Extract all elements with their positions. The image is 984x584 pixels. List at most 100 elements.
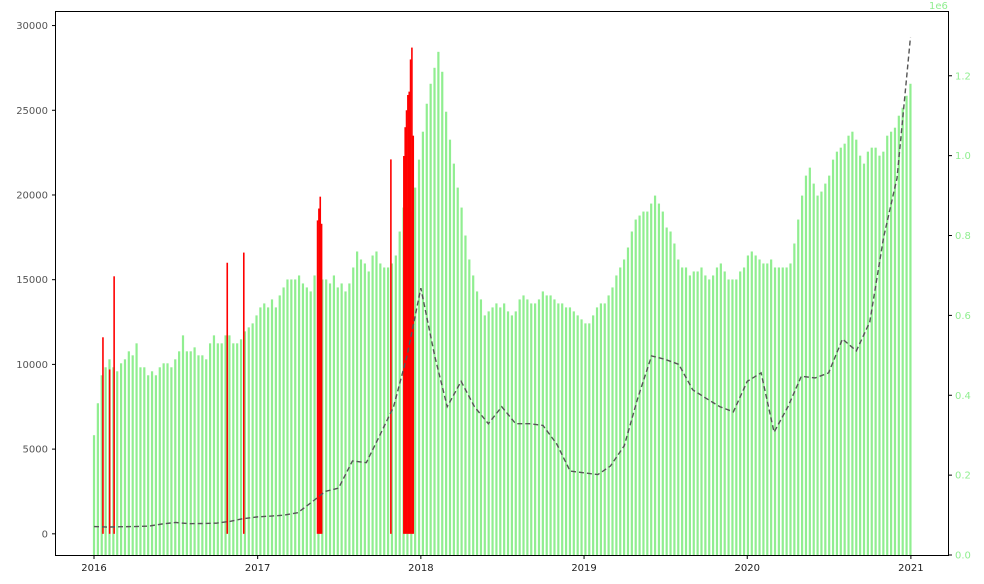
volume-bar	[878, 155, 881, 555]
volume-bar	[766, 263, 769, 555]
volume-bar	[228, 335, 231, 555]
volume-bar	[557, 303, 560, 555]
volume-bar	[839, 147, 842, 555]
price-bar	[113, 276, 115, 534]
volume-bar	[696, 271, 699, 555]
volume-bar	[731, 279, 734, 555]
volume-bar	[890, 131, 893, 555]
price-bar	[407, 95, 409, 534]
price-bar	[405, 110, 408, 534]
volume-bar	[429, 83, 432, 555]
volume-bar	[178, 351, 181, 555]
volume-bar	[746, 255, 750, 556]
volume-bar	[96, 403, 99, 555]
volume-bar	[700, 267, 703, 555]
volume-bar	[499, 307, 502, 555]
volume-bar	[781, 267, 784, 555]
volume-bar	[394, 255, 397, 556]
volume-bar	[139, 367, 142, 555]
volume-bar	[274, 307, 277, 555]
volume-bar	[305, 287, 308, 555]
price-bar	[226, 262, 229, 534]
price-bar	[408, 91, 411, 534]
left-tick-label: 5000	[23, 445, 48, 456]
volume-bar	[356, 251, 359, 556]
volume-bar	[340, 283, 343, 555]
right-tick-label: 0.4	[955, 391, 971, 402]
volume-bar	[522, 295, 525, 555]
price-bar	[404, 127, 406, 534]
volume-bar	[135, 343, 138, 555]
volume-bar	[282, 287, 285, 555]
volume-bar	[750, 251, 753, 556]
volume-bar	[599, 303, 602, 555]
volume-bar	[150, 371, 154, 555]
right-tick-label: 1.2	[955, 71, 971, 82]
volume-bar	[464, 235, 467, 555]
volume-bar	[452, 163, 455, 555]
volume-bar	[259, 307, 262, 555]
volume-bar	[232, 343, 235, 555]
volume-bar	[553, 299, 556, 555]
right-tick-label: 0.6	[955, 311, 971, 322]
volume-bar	[367, 271, 370, 555]
volume-bar	[448, 139, 452, 556]
volume-bar	[626, 247, 630, 555]
volume-bar	[797, 219, 800, 556]
volume-bar	[386, 267, 390, 555]
volume-bar	[607, 295, 610, 555]
volume-bar	[270, 299, 274, 555]
volume-bar	[824, 183, 827, 555]
volume-bar	[425, 103, 428, 555]
volume-bar	[886, 135, 889, 555]
volume-bar	[708, 279, 711, 555]
volume-bar	[456, 187, 459, 555]
volume-bar	[901, 107, 904, 555]
right-axis: 0.0 0.2 0.4 0.6 0.8 1.0 1.2	[948, 71, 971, 562]
left-tick-label: 30000	[16, 21, 48, 32]
volume-bar	[770, 259, 773, 555]
volume-bar	[205, 359, 208, 555]
volume-bar	[657, 203, 661, 555]
x-tick-label: 2017	[245, 563, 270, 574]
volume-bar	[267, 307, 270, 555]
volume-bar	[518, 299, 521, 555]
x-tick-label: 2018	[408, 563, 433, 574]
volume-bar	[816, 195, 819, 555]
volume-bar	[634, 219, 637, 556]
volume-bar	[855, 139, 858, 556]
volume-bar	[383, 267, 386, 555]
volume-bar	[344, 291, 347, 555]
volume-bar	[363, 263, 366, 555]
volume-bar	[568, 307, 572, 555]
volume-bar	[472, 275, 475, 555]
volume-bar	[692, 271, 695, 555]
volume-bar	[143, 367, 146, 555]
volume-bar	[239, 339, 243, 555]
volume-bar	[119, 363, 123, 555]
x-tick-label: 2019	[571, 563, 596, 574]
volume-bar	[712, 275, 715, 555]
volume-bar	[414, 187, 417, 555]
volume-bar	[773, 267, 777, 555]
volume-bar	[328, 283, 332, 555]
volume-bar	[147, 375, 150, 555]
volume-bar	[301, 283, 305, 555]
volume-bar	[843, 143, 846, 556]
left-tick-label: 0	[42, 529, 48, 540]
volume-bar	[874, 147, 877, 555]
volume-bar	[193, 347, 196, 555]
volume-bar	[375, 251, 378, 556]
volume-bar	[359, 259, 363, 555]
volume-bar	[220, 343, 223, 555]
volume-bar	[630, 231, 633, 555]
volume-bar	[251, 323, 254, 555]
right-tick-label: 0.2	[955, 471, 971, 482]
x-tick-label: 2016	[81, 563, 106, 574]
volume-bar	[603, 303, 606, 555]
volume-bar	[208, 343, 212, 555]
price-bar	[390, 159, 392, 534]
volume-bar	[131, 355, 134, 555]
volume-bar	[352, 267, 355, 555]
